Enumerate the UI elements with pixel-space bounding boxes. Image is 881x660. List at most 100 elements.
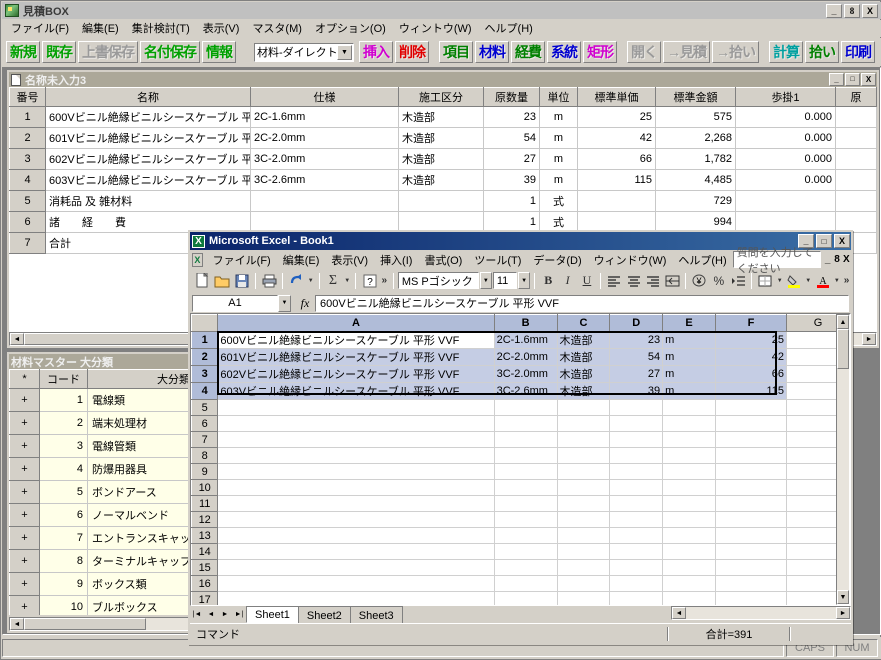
col-header-B[interactable]: B	[493, 314, 558, 332]
excel-row[interactable]: 10	[191, 479, 850, 496]
cell-E11[interactable]	[662, 495, 716, 512]
cell-ratio[interactable]: 0.000	[735, 127, 836, 149]
cell-E9[interactable]	[662, 463, 716, 480]
col-no[interactable]: 番号	[9, 87, 46, 107]
row-header-3[interactable]: 3	[191, 365, 219, 383]
row-header-2[interactable]: 2	[191, 348, 219, 366]
row-header-12[interactable]: 12	[191, 511, 219, 528]
cell-E8[interactable]	[662, 447, 716, 464]
estimate-minimize-button[interactable]: _	[829, 73, 844, 86]
cell-name[interactable]: 601Vビニル絶縁ビニルシースケーブル 平形 VV	[45, 127, 251, 149]
fill-color-icon[interactable]	[785, 271, 803, 291]
cell-extra[interactable]	[835, 127, 877, 149]
cell-spec[interactable]: 3C-2.6mm	[250, 169, 399, 191]
cell-C6[interactable]	[557, 415, 611, 432]
cell-unit[interactable]: 式	[539, 190, 578, 212]
cell-ratio[interactable]: 0.000	[735, 148, 836, 170]
expand-icon[interactable]: +	[9, 434, 40, 458]
cell-amount[interactable]: 729	[655, 190, 736, 212]
undo-dropdown-icon[interactable]: ▼	[307, 277, 314, 284]
toolbar-material-button[interactable]: 材料	[475, 41, 509, 63]
cell-unit[interactable]: m	[539, 127, 578, 149]
cell-section[interactable]: 木造部	[398, 106, 484, 128]
cell-A12[interactable]	[217, 511, 495, 528]
cell-F4[interactable]: 115	[715, 382, 788, 400]
cell-E4[interactable]: m	[662, 382, 716, 400]
expand-icon[interactable]: +	[9, 526, 40, 550]
name-box-dropdown-icon[interactable]: ▼	[278, 294, 291, 312]
cell-E2[interactable]: m	[662, 348, 716, 366]
table-row[interactable]: 3 602Vビニル絶縁ビニルシースケーブル 平形 VV 3C-2.0mm 木造部…	[9, 148, 877, 170]
cell-section[interactable]: 木造部	[398, 148, 484, 170]
excel-menu-insert[interactable]: 挿入(I)	[380, 254, 413, 267]
row-header-6[interactable]: 6	[191, 415, 219, 432]
cell-A8[interactable]	[217, 447, 495, 464]
row-header-15[interactable]: 15	[191, 559, 219, 576]
cell-B1[interactable]: 2C-1.6mm	[494, 331, 558, 349]
cell-C14[interactable]	[557, 543, 611, 560]
table-row[interactable]: 5 消耗品 及 雑材料 1 式 729	[9, 190, 877, 212]
excel-document-icon[interactable]: X	[192, 252, 203, 267]
cell-F5[interactable]	[715, 399, 788, 416]
menu-master[interactable]: マスタ(M)	[252, 23, 302, 35]
cell-G15[interactable]	[786, 559, 850, 576]
cell-F2[interactable]: 42	[715, 348, 788, 366]
cell-B15[interactable]	[494, 559, 558, 576]
col-header-E[interactable]: E	[662, 314, 716, 332]
excel-row[interactable]: 8	[191, 447, 850, 464]
col-header-A[interactable]: A	[217, 314, 495, 332]
excel-menu-window[interactable]: ウィンドウ(W)	[593, 254, 667, 267]
excel-close-button[interactable]: X	[834, 234, 850, 248]
ask-a-question-box[interactable]: 質問を入力してください	[732, 247, 822, 275]
cell-category[interactable]: 電線類	[87, 388, 195, 412]
first-sheet-icon[interactable]: |◄	[190, 606, 204, 623]
cell-D10[interactable]	[609, 479, 664, 496]
list-item[interactable]: +8 ターミナルキャップ	[9, 549, 195, 573]
font-dropdown-icon[interactable]: ▼	[479, 272, 492, 289]
toolbar-existing-button[interactable]: 既存	[42, 41, 76, 63]
cell-code[interactable]: 3	[39, 434, 88, 458]
cell-B7[interactable]	[494, 431, 558, 448]
excel-grid[interactable]: A B C D E F G 1 600Vビニル絶縁ビニルシースケーブル 平形 V…	[190, 313, 851, 606]
cell-C3[interactable]: 木造部	[557, 365, 611, 383]
col-unit[interactable]: 単位	[539, 87, 578, 107]
cell-qty[interactable]: 39	[483, 169, 540, 191]
row-header-16[interactable]: 16	[191, 575, 219, 592]
borders-dropdown-icon[interactable]: ▼	[776, 277, 783, 284]
prev-sheet-icon[interactable]: ◄	[204, 606, 218, 623]
cell-E5[interactable]	[662, 399, 716, 416]
cell-code[interactable]: 5	[39, 480, 88, 504]
col-header-F[interactable]: F	[714, 314, 788, 332]
material-scroll-thumb[interactable]	[24, 618, 147, 630]
cell-A4[interactable]: 603Vビニル絶縁ビニルシースケーブル 平形 VVF	[217, 382, 495, 400]
col-header-G[interactable]: G	[786, 314, 850, 332]
cell-G3[interactable]	[786, 365, 850, 383]
cell-A3[interactable]: 602Vビニル絶縁ビニルシースケーブル 平形 VVF	[217, 365, 495, 383]
cell-D9[interactable]	[609, 463, 664, 480]
row-header-17[interactable]: 17	[191, 591, 219, 605]
cell-F11[interactable]	[715, 495, 788, 512]
list-item[interactable]: +2 端末処理材	[9, 411, 195, 435]
cell-E10[interactable]	[662, 479, 716, 496]
cell-E16[interactable]	[662, 575, 716, 592]
cell-amount[interactable]: 1,782	[655, 148, 736, 170]
material-scroll-track[interactable]	[24, 618, 194, 630]
cell-E15[interactable]	[662, 559, 716, 576]
toolbar-overflow-icon[interactable]: »	[381, 275, 388, 286]
cell-C13[interactable]	[557, 527, 611, 544]
excel-row[interactable]: 9	[191, 463, 850, 480]
scroll-right-arrow-icon[interactable]: ►	[836, 607, 850, 619]
menu-edit[interactable]: 編集(E)	[82, 23, 119, 35]
cell-E3[interactable]: m	[662, 365, 716, 383]
excel-menu-help[interactable]: ヘルプ(H)	[678, 254, 727, 267]
menu-option[interactable]: オプション(O)	[314, 23, 386, 35]
scroll-down-arrow-icon[interactable]: ▼	[837, 590, 849, 604]
excel-row[interactable]: 2 601Vビニル絶縁ビニルシースケーブル 平形 VVF 2C-2.0mm 木造…	[191, 348, 850, 366]
menu-view[interactable]: 表示(V)	[202, 23, 240, 35]
cell-D6[interactable]	[609, 415, 664, 432]
row-header-9[interactable]: 9	[191, 463, 219, 480]
cell-F12[interactable]	[715, 511, 788, 528]
excel-menu-format[interactable]: 書式(O)	[424, 254, 463, 267]
expand-icon[interactable]: +	[9, 388, 40, 412]
cell-D11[interactable]	[609, 495, 664, 512]
